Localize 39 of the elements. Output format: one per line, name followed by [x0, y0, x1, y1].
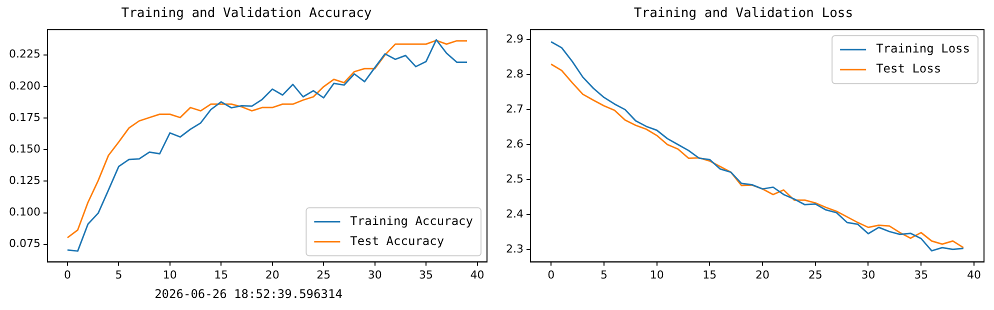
- legend-label: Test Loss: [876, 62, 942, 76]
- y-tick-label: 0.225: [8, 48, 40, 61]
- y-tick-label: 2.3: [506, 242, 524, 256]
- y-tick-label: 0.075: [8, 237, 40, 250]
- x-tick-label: 30: [368, 268, 382, 282]
- x-tick-label: 40: [966, 268, 981, 282]
- x-tick-label: 20: [756, 268, 770, 282]
- y-tick-label: 2.9: [506, 32, 524, 46]
- y-tick-label: 0.175: [8, 110, 40, 124]
- legend-label: Training Loss: [876, 42, 970, 56]
- x-tick-label: 25: [808, 268, 822, 282]
- x-tick-label: 0: [548, 268, 555, 282]
- x-tick-label: 0: [64, 268, 71, 282]
- x-tick-label: 35: [419, 268, 434, 282]
- y-tick-label: 2.8: [506, 68, 524, 81]
- x-tick-label: 30: [861, 268, 876, 282]
- x-tick-label: 15: [702, 268, 717, 282]
- x-tick-label: 10: [162, 268, 177, 282]
- x-tick-label: 40: [470, 268, 484, 282]
- y-tick-label: 2.7: [506, 102, 524, 116]
- x-tick-label: 5: [600, 268, 608, 282]
- y-tick-label: 0.150: [8, 142, 40, 156]
- y-tick-label: 2.6: [506, 137, 524, 150]
- text: 2026-06-26 18:52:39.596314: [154, 287, 344, 301]
- legend-label: Training Accuracy: [350, 214, 474, 228]
- y-tick-label: 0.200: [8, 79, 40, 92]
- y-tick-label: 2.4: [506, 207, 524, 220]
- y-tick-label: 2.5: [506, 172, 524, 186]
- y-tick-label: 0.100: [8, 206, 40, 219]
- x-tick-label: 5: [115, 268, 122, 282]
- x-tick-label: 35: [914, 268, 928, 282]
- y-tick-label: 0.125: [8, 174, 40, 188]
- x-tick-label: 10: [650, 268, 664, 282]
- chart-title: Training and Validation Loss: [634, 6, 854, 22]
- x-tick-label: 20: [265, 268, 280, 282]
- legend-label: Test Accuracy: [350, 234, 444, 248]
- x-tick-label: 25: [316, 268, 331, 282]
- chart-title: Training and Validation Accuracy: [121, 6, 372, 22]
- x-tick-label: 15: [214, 268, 228, 282]
